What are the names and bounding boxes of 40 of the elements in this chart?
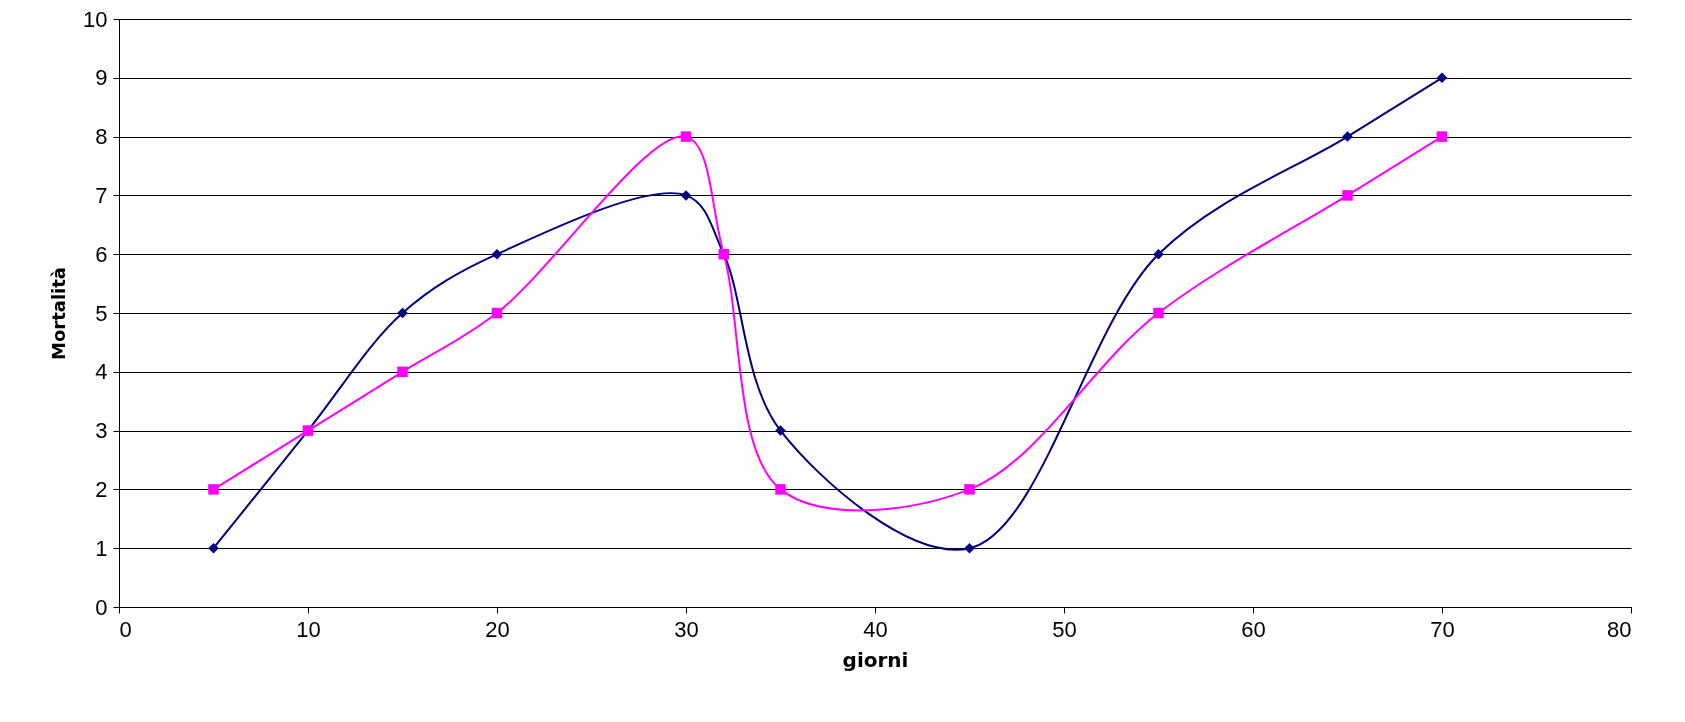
y-tick-label: 1 xyxy=(95,535,108,561)
y-tick-label: 0 xyxy=(95,594,108,620)
x-tick-label: 30 xyxy=(674,616,699,642)
x-axis-title: giorni xyxy=(842,647,909,672)
y-tick-label: 9 xyxy=(95,65,108,91)
point xyxy=(775,425,786,436)
y-tick-label: 8 xyxy=(95,124,108,150)
point xyxy=(397,366,408,378)
point xyxy=(680,190,692,201)
point xyxy=(680,131,692,142)
y-tick-label: 3 xyxy=(95,418,108,444)
y-tick-label: 7 xyxy=(95,182,108,208)
point xyxy=(1342,131,1353,142)
point xyxy=(397,307,408,319)
point xyxy=(1342,190,1353,201)
x-tick-label: 80 xyxy=(1607,616,1632,642)
x-tick-label: 0 xyxy=(119,616,132,642)
x-tick-label: 60 xyxy=(1241,616,1266,642)
point xyxy=(1153,307,1164,319)
point xyxy=(491,248,503,260)
y-tick-label: 2 xyxy=(95,476,108,502)
x-tick-label: 10 xyxy=(296,616,321,642)
point xyxy=(1153,248,1164,260)
point xyxy=(491,307,503,319)
y-tick-label: 5 xyxy=(95,300,108,326)
point xyxy=(1436,131,1448,142)
x-tick-label: 40 xyxy=(863,616,888,642)
point xyxy=(775,484,786,495)
point xyxy=(964,542,975,554)
y-tick-label: 6 xyxy=(95,241,108,267)
x-tick-label: 50 xyxy=(1052,616,1077,642)
point xyxy=(208,484,219,495)
y-axis-title: Mortalità xyxy=(48,267,70,360)
x-tick-label: 70 xyxy=(1430,616,1455,642)
y-tick-label: 10 xyxy=(83,6,108,32)
point xyxy=(208,542,219,554)
x-tick-label: 20 xyxy=(485,616,510,642)
point xyxy=(964,484,975,495)
y-tick-label: 4 xyxy=(95,359,108,385)
point xyxy=(1436,72,1448,84)
